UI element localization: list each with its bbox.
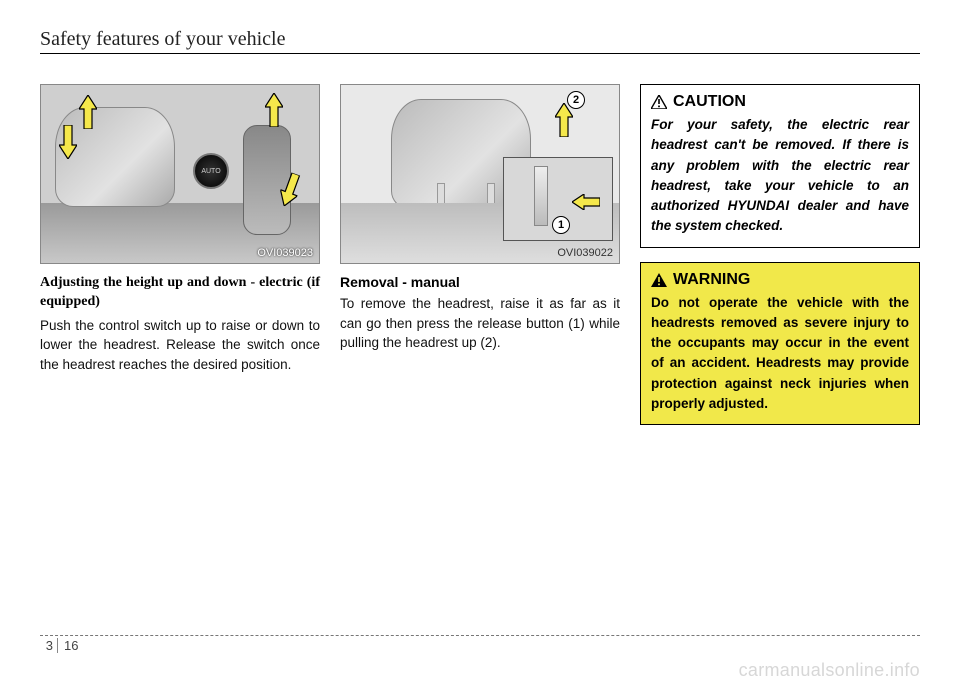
warning-body: Do not operate the vehicle with the head… xyxy=(651,293,909,415)
body-paragraph: Push the control switch up to raise or d… xyxy=(40,316,320,375)
caution-body: For your safety, the electric rear headr… xyxy=(651,115,909,237)
arrow-up-icon xyxy=(79,95,97,129)
callout-2: 2 xyxy=(567,91,585,109)
arrow-down-icon xyxy=(59,125,77,159)
post-detail-shape xyxy=(534,166,548,226)
warning-triangle-icon xyxy=(651,273,667,287)
figure-manual-headrest: 2 1 OVI039022 xyxy=(340,84,620,264)
page-footer: 3 16 xyxy=(40,635,920,653)
content-columns: AUTO OVI039023 Adjusting the height up a… xyxy=(40,84,920,425)
subheading: Adjusting the height up and down - elect… xyxy=(40,274,320,312)
subheading: Removal - manual xyxy=(340,274,620,290)
column-2: 2 1 OVI039022 Removal - manual To remove… xyxy=(340,84,620,425)
figure-label: OVI039023 xyxy=(257,247,313,259)
inset-detail: 1 xyxy=(503,157,613,241)
figure-electric-headrest: AUTO OVI039023 xyxy=(40,84,320,264)
caution-heading: CAUTION xyxy=(651,93,909,111)
arrow-up-icon xyxy=(265,93,283,127)
manual-page: Safety features of your vehicle AUTO xyxy=(0,0,960,689)
caution-triangle-icon xyxy=(651,95,667,109)
warning-title: WARNING xyxy=(673,271,750,289)
arrow-up-icon xyxy=(555,103,573,137)
callout-1: 1 xyxy=(552,216,570,234)
page-number: 16 xyxy=(58,638,78,653)
watermark: carmanualsonline.info xyxy=(739,660,920,681)
body-paragraph: To remove the headrest, raise it as far … xyxy=(340,294,620,353)
caution-box: CAUTION For your safety, the electric re… xyxy=(640,84,920,248)
auto-button-icon: AUTO xyxy=(193,153,229,189)
figure-label: OVI039022 xyxy=(557,247,613,259)
column-3: CAUTION For your safety, the electric re… xyxy=(640,84,920,425)
arrow-left-icon xyxy=(572,194,600,210)
warning-heading: WARNING xyxy=(651,271,909,289)
caution-title: CAUTION xyxy=(673,93,746,111)
warning-box: WARNING Do not operate the vehicle with … xyxy=(640,262,920,426)
section-number: 3 xyxy=(40,638,58,653)
column-1: AUTO OVI039023 Adjusting the height up a… xyxy=(40,84,320,425)
section-header: Safety features of your vehicle xyxy=(40,28,920,54)
